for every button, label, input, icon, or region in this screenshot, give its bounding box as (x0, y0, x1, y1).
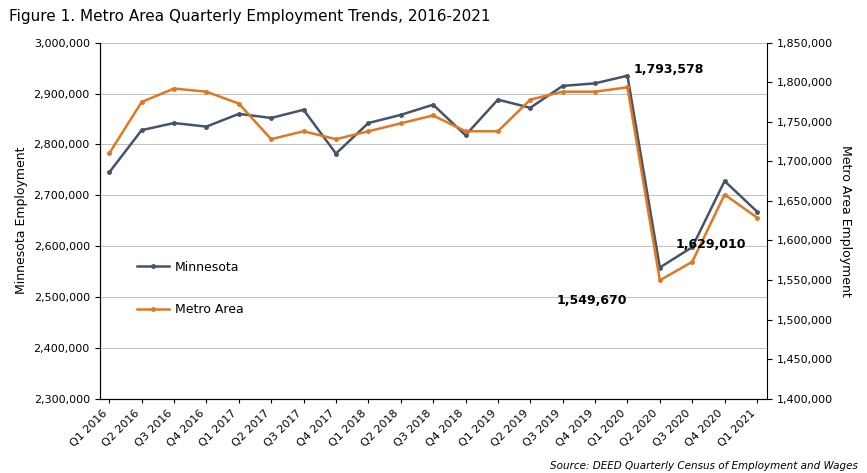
Minnesota (298, 107, 309, 113)
Minnesota (655, 265, 665, 271)
Minnesota (104, 169, 114, 175)
Text: Source: DEED Quarterly Census of Employment and Wages: Source: DEED Quarterly Census of Employm… (551, 461, 858, 471)
Metro Area (428, 113, 439, 118)
Line: Metro Area: Metro Area (108, 86, 759, 282)
Minnesota (266, 115, 277, 121)
Metro Area (104, 150, 114, 156)
Minnesota (492, 97, 503, 103)
Minnesota (590, 80, 600, 86)
Metro Area (525, 97, 536, 103)
Metro Area (136, 99, 147, 105)
Metro Area (720, 192, 730, 197)
Minnesota (525, 105, 536, 111)
Minnesota (201, 124, 212, 130)
Metro Area (752, 215, 762, 220)
Y-axis label: Metro Area Employment: Metro Area Employment (839, 145, 852, 297)
Metro Area (169, 86, 179, 91)
Metro Area (557, 89, 568, 95)
Minnesota (233, 111, 244, 117)
Metro Area (201, 89, 212, 95)
Legend: Metro Area: Metro Area (133, 298, 249, 321)
Minnesota (169, 120, 179, 126)
Minnesota (428, 102, 439, 107)
Metro Area (233, 101, 244, 106)
Minnesota (687, 245, 697, 250)
Text: 1,793,578: 1,793,578 (634, 63, 704, 76)
Line: Minnesota: Minnesota (108, 74, 759, 269)
Metro Area (623, 85, 633, 90)
Metro Area (298, 129, 309, 134)
Text: 1,549,670: 1,549,670 (557, 294, 627, 307)
Metro Area (460, 129, 471, 134)
Metro Area (655, 278, 665, 283)
Minnesota (363, 120, 374, 126)
Minnesota (395, 112, 406, 118)
Metro Area (330, 136, 341, 142)
Minnesota (557, 83, 568, 89)
Minnesota (720, 178, 730, 184)
Minnesota (460, 132, 471, 138)
Metro Area (395, 121, 406, 126)
Metro Area (492, 129, 503, 134)
Metro Area (363, 129, 374, 134)
Minnesota (330, 151, 341, 157)
Minnesota (623, 73, 633, 79)
Text: 1,629,010: 1,629,010 (676, 237, 746, 251)
Minnesota (136, 127, 147, 133)
Metro Area (687, 259, 697, 265)
Metro Area (266, 136, 277, 142)
Metro Area (590, 89, 600, 95)
Y-axis label: Minnesota Employment: Minnesota Employment (15, 147, 28, 295)
Text: Figure 1. Metro Area Quarterly Employment Trends, 2016-2021: Figure 1. Metro Area Quarterly Employmen… (9, 9, 490, 25)
Minnesota (752, 209, 762, 214)
